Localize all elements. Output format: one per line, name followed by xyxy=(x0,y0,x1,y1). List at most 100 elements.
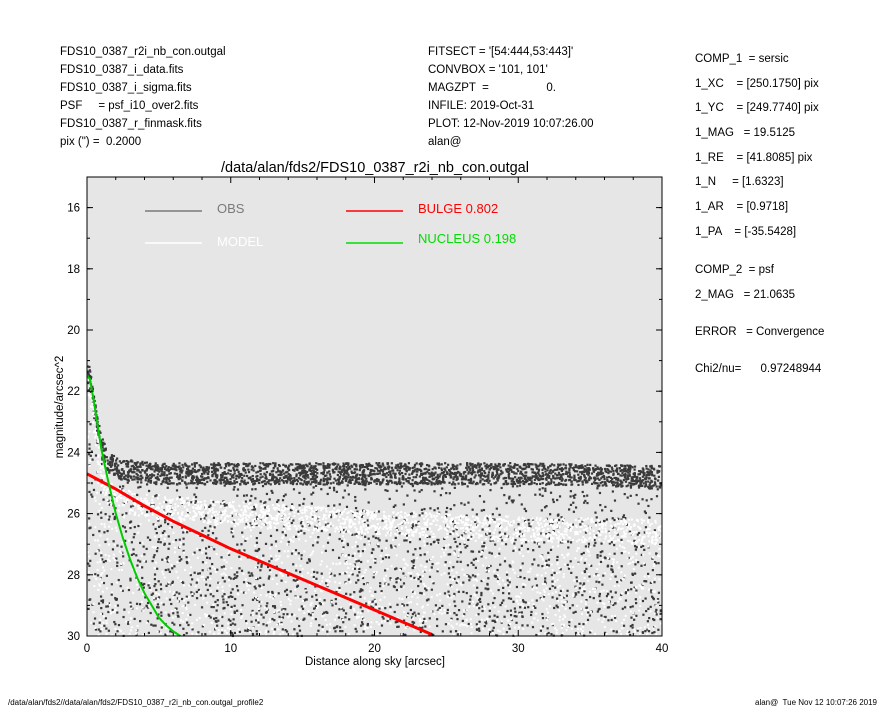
model-point xyxy=(372,559,375,562)
obs-point xyxy=(350,476,353,479)
obs-point xyxy=(133,617,136,621)
obs-point xyxy=(89,526,92,529)
obs-point xyxy=(303,599,306,602)
obs-point xyxy=(549,482,553,485)
obs-point xyxy=(551,580,554,583)
obs-point xyxy=(486,474,489,478)
obs-point xyxy=(528,525,531,528)
obs-point xyxy=(397,466,400,469)
obs-point xyxy=(365,480,368,483)
obs-point xyxy=(157,596,161,599)
obs-point xyxy=(346,468,349,471)
obs-point xyxy=(499,603,502,607)
obs-point xyxy=(211,531,215,535)
obs-point xyxy=(277,510,281,513)
obs-point xyxy=(491,629,494,632)
obs-point xyxy=(255,523,258,527)
obs-point xyxy=(169,513,172,516)
obs-point xyxy=(187,601,190,604)
obs-point xyxy=(105,627,108,630)
model-point xyxy=(559,539,562,542)
obs-point xyxy=(329,482,332,485)
obs-point xyxy=(201,478,204,481)
obs-point xyxy=(531,625,535,629)
obs-point xyxy=(284,608,287,611)
obs-point xyxy=(533,558,536,561)
model-point xyxy=(559,533,562,536)
obs-point xyxy=(215,617,218,620)
model-point xyxy=(95,444,98,447)
obs-point xyxy=(150,473,154,476)
obs-point xyxy=(267,630,270,633)
obs-point xyxy=(476,602,479,605)
obs-point xyxy=(604,482,607,485)
model-point xyxy=(353,552,356,555)
obs-point xyxy=(482,545,485,548)
obs-point xyxy=(518,465,521,468)
obs-point xyxy=(87,453,91,456)
obs-point xyxy=(124,474,128,477)
obs-point xyxy=(277,592,280,595)
obs-point xyxy=(534,606,537,610)
obs-point xyxy=(620,538,623,541)
obs-point xyxy=(108,471,111,474)
model-point xyxy=(385,574,388,577)
model-point xyxy=(129,603,132,606)
model-point xyxy=(110,612,113,615)
obs-point xyxy=(298,471,301,475)
obs-point xyxy=(238,567,241,570)
obs-point xyxy=(513,472,516,475)
obs-point xyxy=(204,526,207,530)
model-point xyxy=(176,561,179,564)
obs-point xyxy=(188,469,191,473)
obs-point xyxy=(323,466,326,469)
obs-point xyxy=(123,475,126,479)
model-point xyxy=(477,520,480,523)
obs-point xyxy=(219,479,222,482)
obs-point xyxy=(320,472,323,475)
obs-point xyxy=(603,556,606,559)
obs-point xyxy=(531,563,534,566)
obs-point xyxy=(137,486,140,489)
model-point xyxy=(321,580,324,583)
obs-point xyxy=(487,471,491,474)
obs-point xyxy=(648,516,651,519)
obs-point xyxy=(548,471,551,475)
obs-point xyxy=(201,468,204,472)
obs-point xyxy=(649,485,652,488)
obs-point xyxy=(522,585,525,589)
obs-point xyxy=(305,482,308,485)
obs-point xyxy=(576,466,579,469)
obs-point xyxy=(455,528,458,531)
obs-point xyxy=(89,559,92,562)
obs-point xyxy=(281,616,285,619)
obs-point xyxy=(462,581,465,584)
model-point xyxy=(325,510,328,513)
obs-point xyxy=(87,389,90,392)
obs-point xyxy=(541,468,544,471)
obs-point xyxy=(214,467,218,470)
obs-point xyxy=(385,479,389,482)
obs-point xyxy=(600,468,603,471)
obs-point xyxy=(343,477,346,480)
obs-point xyxy=(388,618,392,621)
obs-point xyxy=(355,478,358,482)
obs-point xyxy=(168,598,172,601)
obs-point xyxy=(630,482,633,485)
obs-point xyxy=(130,553,133,556)
obs-point xyxy=(280,518,283,521)
obs-point xyxy=(529,525,532,528)
obs-point xyxy=(230,463,233,466)
obs-point xyxy=(151,559,154,563)
model-point xyxy=(659,536,662,539)
obs-point xyxy=(488,524,491,527)
obs-point xyxy=(312,491,315,494)
obs-point xyxy=(551,584,554,588)
obs-point xyxy=(137,476,140,479)
obs-point xyxy=(510,477,513,480)
obs-point xyxy=(242,462,245,466)
obs-point xyxy=(223,504,227,507)
obs-point xyxy=(203,468,207,471)
obs-point xyxy=(550,463,554,466)
obs-point xyxy=(502,599,505,602)
